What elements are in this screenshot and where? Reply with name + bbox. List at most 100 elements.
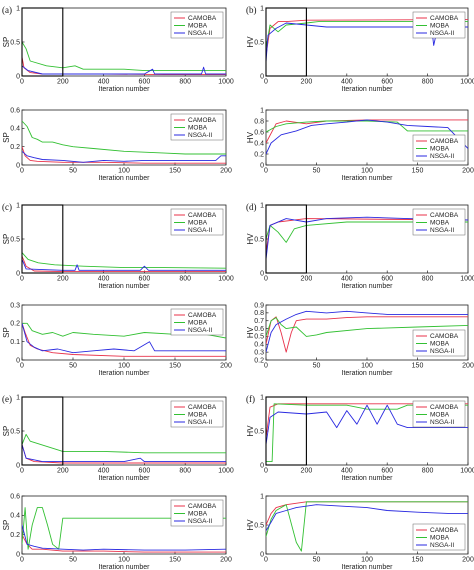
zoom-box	[265, 7, 307, 77]
x-tick-label: 400	[98, 468, 110, 475]
series-group	[22, 507, 226, 553]
x-tick-label: 400	[341, 79, 353, 86]
y-tick-label: 0.1	[10, 339, 20, 346]
y-tick-label: 1	[16, 202, 20, 209]
x-tick-label: 1000	[460, 79, 474, 86]
zoom-box	[21, 7, 64, 77]
x-tick-label: 50	[69, 557, 77, 564]
x-tick-label: 800	[179, 468, 191, 475]
legend-entry: MOBA	[188, 23, 208, 30]
y-tick-label: 0.5	[254, 39, 264, 46]
x-axis-label: Iteration number	[99, 475, 151, 482]
x-tick-label: 400	[341, 468, 353, 475]
y-tick-label: 0	[260, 551, 264, 558]
x-tick-label: 400	[341, 276, 353, 283]
y-tick-label: 0.5	[10, 428, 20, 435]
chart-panel-b-top: 0 200 400 600 800 1000 0 0.5 1 Iteration number HV…	[246, 5, 474, 93]
y-tick-label: 0.6	[10, 107, 20, 114]
y-tick-label: 1	[260, 5, 264, 12]
y-tick-label: 0.4	[254, 342, 264, 349]
x-tick-label: 200	[220, 363, 232, 370]
series-line-camoba	[22, 146, 226, 164]
x-axis-label: Iteration number	[342, 175, 394, 182]
series-line-moba	[266, 501, 468, 552]
y-tick-label: 0.5	[10, 39, 20, 46]
legend-entry: NSGA-II	[430, 227, 454, 234]
x-tick-label: 800	[422, 276, 434, 283]
x-tick-label: 0	[20, 79, 24, 86]
x-tick-label: 150	[412, 363, 424, 370]
zoom-box	[21, 396, 64, 466]
y-tick-label: 0	[16, 162, 20, 169]
y-tick-label: 1	[260, 107, 264, 114]
legend-entry: CAMOBA	[430, 404, 459, 411]
x-tick-label: 200	[301, 468, 313, 475]
y-tick-label: 0.6	[254, 326, 264, 333]
x-tick-label: 100	[361, 363, 373, 370]
x-tick-label: 800	[179, 276, 191, 283]
legend-entry: NSGA-II	[188, 132, 212, 139]
x-axis-label: Iteration number	[99, 370, 151, 377]
y-tick-label: 0.8	[254, 118, 264, 125]
y-tick-label: 0	[16, 462, 20, 469]
legend-entry: CAMOBA	[430, 333, 459, 340]
y-tick-label: 0.3	[254, 349, 264, 356]
legend-entry: CAMOBA	[188, 404, 217, 411]
legend-entry: NSGA-II	[430, 419, 454, 426]
legend-entry: NSGA-II	[430, 542, 454, 549]
legend-entry: MOBA	[430, 146, 450, 153]
series-line-nsga-ii	[266, 22, 468, 63]
series-line-nsga-ii	[22, 524, 226, 551]
series-line-nsga-ii	[22, 259, 226, 271]
x-tick-label: 600	[139, 276, 151, 283]
x-axis-label: Iteration number	[342, 475, 394, 482]
y-tick-label: 0.2	[254, 151, 264, 158]
x-tick-label: 100	[361, 168, 373, 175]
series-line-nsga-ii	[266, 119, 468, 155]
x-tick-label: 200	[57, 276, 69, 283]
x-tick-label: 200	[220, 557, 232, 564]
x-tick-label: 200	[301, 276, 313, 283]
chart-panel-d-top: 0 200 400 600 800 1000 0 0.5 1 Iteration number HV…	[246, 202, 474, 290]
legend-entry: MOBA	[430, 341, 450, 348]
x-axis-label: Iteration number	[342, 564, 394, 570]
x-tick-label: 0	[20, 557, 24, 564]
y-axis-label: HV	[246, 233, 255, 245]
legend-entry: CAMOBA	[430, 138, 459, 145]
legend-entry: MOBA	[188, 125, 208, 132]
legend-entry: MOBA	[188, 320, 208, 327]
legend-entry: NSGA-II	[188, 327, 212, 334]
legend-entry: CAMOBA	[188, 117, 217, 124]
x-tick-label: 50	[69, 363, 77, 370]
y-axis-label: SP	[2, 132, 11, 143]
x-tick-label: 600	[139, 79, 151, 86]
series-line-camoba	[22, 56, 226, 76]
x-tick-label: 200	[220, 168, 232, 175]
x-tick-label: 0	[20, 363, 24, 370]
legend-entry: NSGA-II	[188, 30, 212, 37]
x-tick-label: 200	[57, 468, 69, 475]
y-tick-label: 0.2	[10, 144, 20, 151]
x-axis-label: Iteration number	[342, 283, 394, 290]
legend-entry: MOBA	[430, 23, 450, 30]
y-tick-label: 1	[16, 394, 20, 401]
legend-entry: NSGA-II	[188, 518, 212, 525]
x-tick-label: 1000	[218, 79, 234, 86]
series-line-camoba	[266, 19, 468, 56]
series-line-moba	[266, 120, 468, 133]
series-line-camoba	[22, 444, 226, 464]
y-axis-label: HV	[246, 326, 255, 338]
y-tick-label: 0.5	[10, 236, 20, 243]
y-axis-label: HV	[246, 131, 255, 143]
series-group	[266, 310, 468, 353]
y-tick-label: 0	[16, 73, 20, 80]
chart-panel-a-top: 0 200 400 600 800 1000 0 0.5 1 Iteration number SP…	[2, 5, 234, 93]
series-group	[22, 120, 226, 164]
